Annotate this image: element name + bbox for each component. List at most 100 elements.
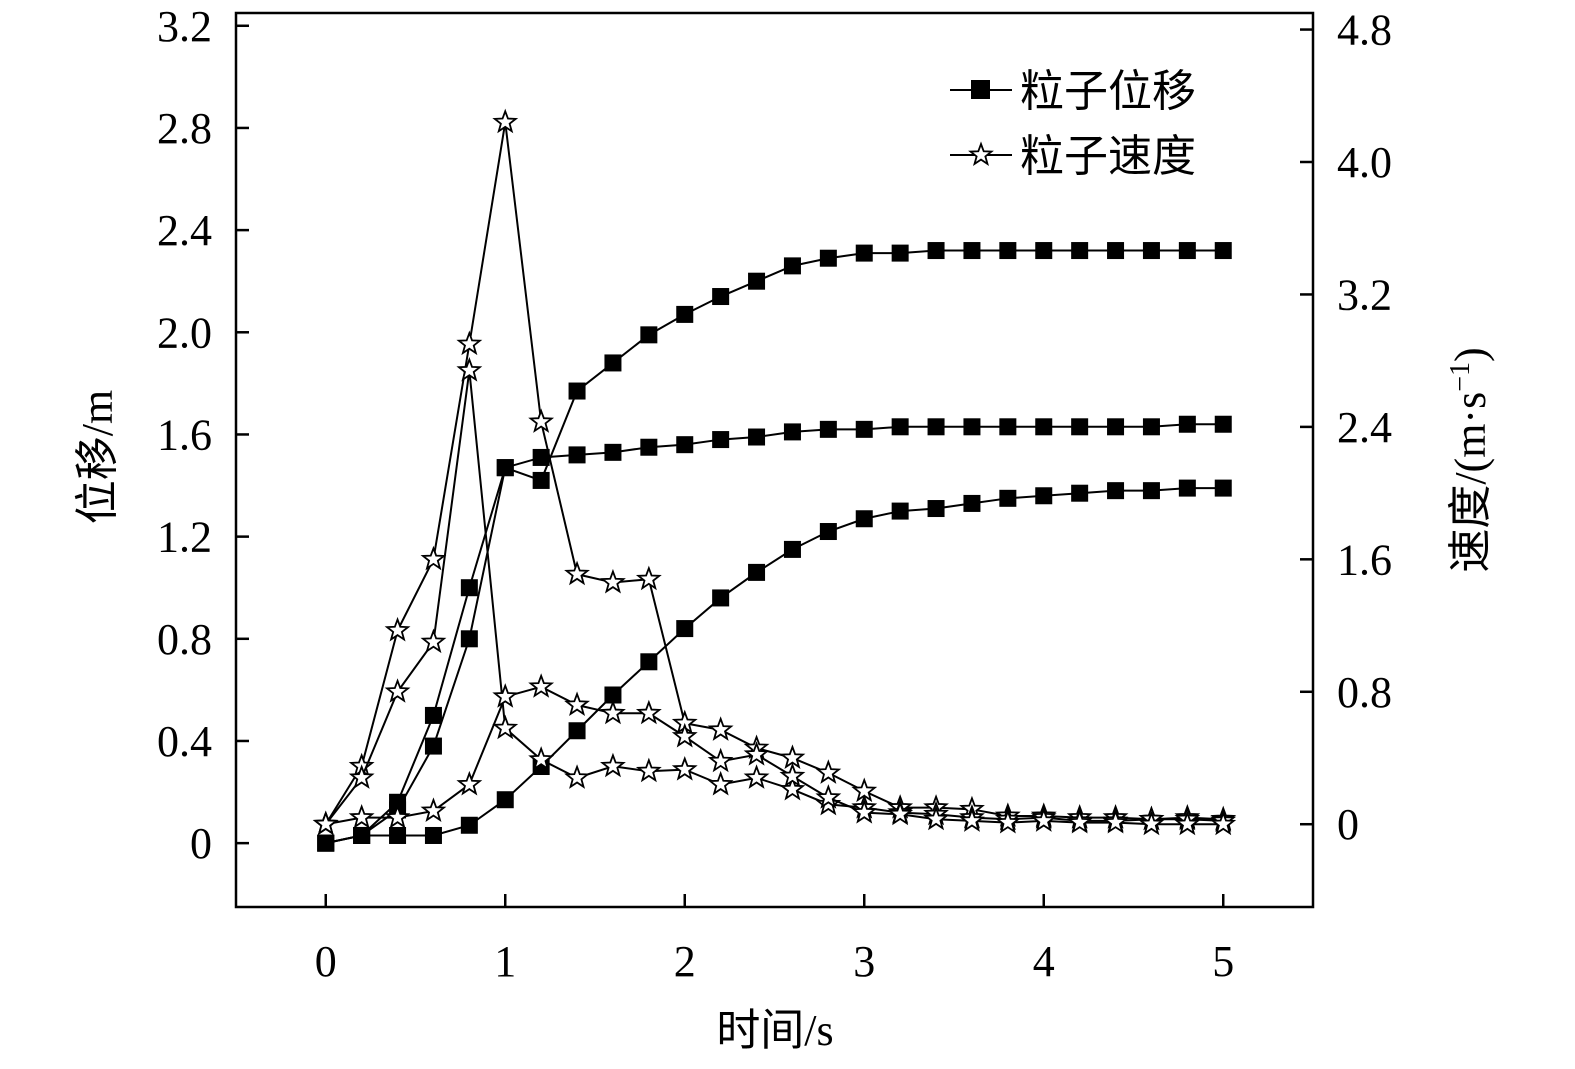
series-displacement-2 [317,479,1232,852]
displacement-point [1107,242,1125,260]
velocity-point [564,560,590,586]
velocity-point [1138,810,1165,836]
velocity-point [528,746,555,771]
x-tick-label: 1 [494,937,516,986]
displacement-point [1142,418,1160,436]
displacement-point [460,816,478,834]
velocity-point [600,568,626,594]
displacement-point [1035,418,1053,436]
velocity-point [384,678,411,703]
velocity-point [815,759,842,784]
displacement-point [963,418,981,436]
x-axis-title: 时间/s [716,1006,833,1055]
displacement-point [999,489,1017,507]
y-left-tick-label: 0.8 [157,615,212,664]
velocity-point [743,741,770,766]
velocity-point [384,616,411,642]
y-right-tick-label: 3.2 [1337,270,1392,319]
velocity-point [492,714,519,740]
displacement-point [1178,242,1196,260]
legend-star-marker [968,141,994,166]
displacement-point [496,791,514,809]
displacement-point [676,620,694,638]
displacement-point [532,471,550,489]
y-axis-right: 0 0.8 1.6 2.4 3.2 4.0 4.8 [1300,6,1392,849]
velocity-point [600,752,626,778]
displacement-point [1142,482,1160,500]
y-right-tick-label: 4.8 [1337,6,1392,55]
velocity-point [456,357,483,382]
y-right-tick-label: 2.4 [1337,403,1392,452]
displacement-point [676,436,694,454]
velocity-line [324,122,1224,825]
displacement-point [568,446,586,464]
displacement-point [855,244,873,262]
displacement-point [748,272,766,290]
legend-label-velocity: 粒子速度 [1020,132,1196,181]
displacement-point [783,423,801,441]
displacement-point [676,305,694,323]
y-left-tick-label: 1.6 [157,410,212,459]
displacement-point [640,438,658,456]
displacement-point [604,354,622,372]
plot-frame [234,11,1315,909]
velocity-point [456,770,483,796]
velocity-point [1102,808,1129,834]
displacement-point [460,630,478,648]
legend-item-displacement: 粒子位移 [950,67,1196,116]
displacement-point [783,540,801,558]
velocity-point [779,762,806,788]
plot-border [234,11,1315,909]
displacement-point [1214,415,1232,433]
y-axis-right-title: 速度/(m·s−1) [1445,347,1495,572]
legend-label-displacement: 粒子位移 [1020,67,1196,116]
displacement-point [1035,487,1053,505]
velocity-point [564,764,590,789]
y-axis-left: 0 0.4 0.8 1.2 1.6 2.0 2.4 2.8 3.2 [157,2,249,868]
velocity-point [384,804,411,829]
displacement-point [963,242,981,260]
velocity-point [743,764,770,789]
y-right-tick-label: 4.0 [1337,138,1392,187]
displacement-point [460,579,478,597]
displacement-point [1214,242,1232,260]
displacement-point [1071,484,1089,502]
displacement-point [712,589,730,607]
displacement-point [891,418,909,436]
y-left-tick-label: 1.2 [157,513,212,562]
velocity-point [1174,810,1201,836]
velocity-point [635,757,662,783]
velocity-point [564,691,590,717]
velocity-point [348,804,375,829]
legend-square-marker [971,80,990,99]
displacement-point [819,523,837,541]
displacement-point [640,326,658,344]
y-left-tick-label: 0 [190,819,212,868]
legend: 粒子位移 粒子速度 [950,67,1196,181]
displacement-point [999,242,1017,260]
velocity-point [635,699,662,725]
displacement-point [1107,482,1125,500]
velocity-point [528,408,555,433]
legend-star-shape [968,141,994,166]
displacement-point [891,244,909,262]
displacement-point [891,502,909,520]
y-left-tick-label: 0.4 [157,717,212,766]
velocity-point [959,807,985,832]
velocity-point [707,770,734,796]
displacement-point [712,431,730,449]
series-displacement-1 [317,242,1232,852]
displacement-point [1178,479,1196,497]
velocity-line [325,685,1224,826]
displacement-point [532,448,550,466]
displacement-point [604,686,622,704]
velocity-point [923,805,949,831]
displacement-point [855,420,873,438]
x-tick-label: 2 [674,937,696,986]
velocity-point [851,799,878,824]
y-left-tick-label: 2.0 [157,308,212,357]
displacement-point [1071,242,1089,260]
velocity-point [348,764,375,789]
legend-item-velocity: 粒子速度 [950,132,1196,181]
displacement-point [855,510,873,528]
